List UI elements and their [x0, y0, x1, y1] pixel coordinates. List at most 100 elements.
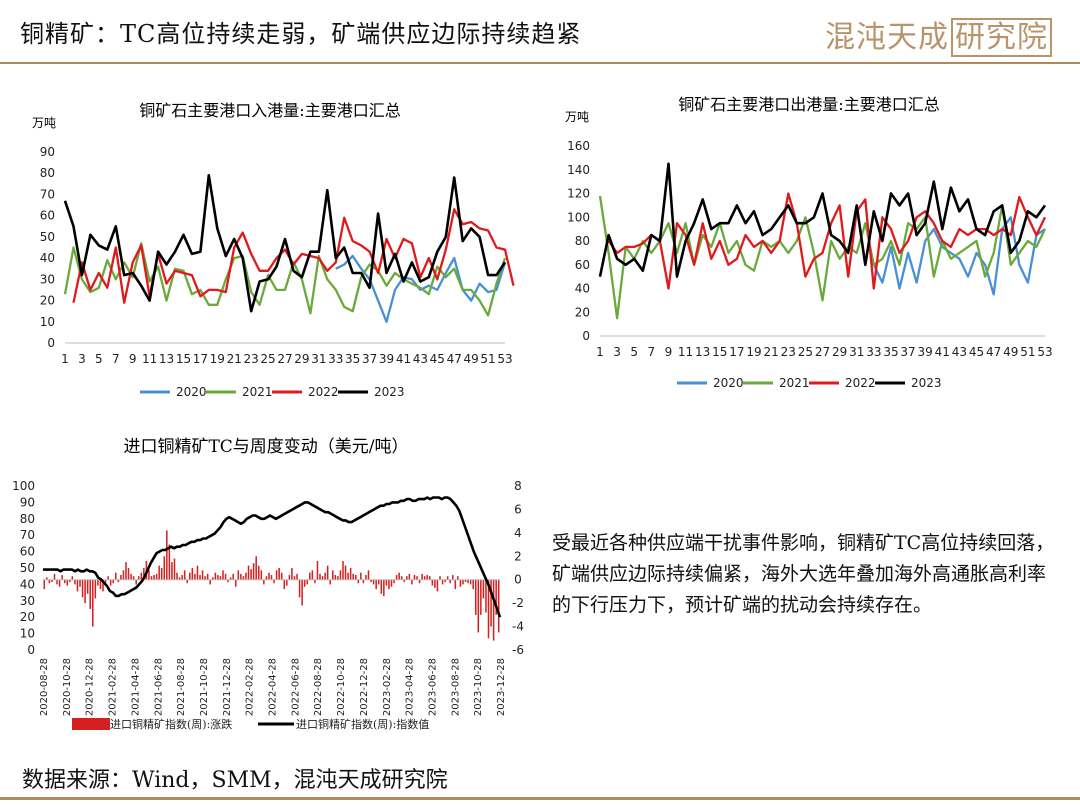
chart-title: 铜矿石主要港口出港量:主要港口汇总 — [678, 95, 939, 114]
y-right-tick-label: -4 — [512, 620, 524, 634]
tc-change-bar — [375, 579, 377, 590]
x-tick-label: 53 — [497, 352, 512, 366]
legend-label-2022: 2022 — [845, 376, 876, 390]
y-tick-label: 100 — [567, 210, 590, 224]
x-tick-label: 23 — [244, 352, 259, 366]
x-tick-label: 7 — [112, 352, 120, 366]
tc-change-bar — [293, 576, 296, 580]
tc-change-bar — [155, 573, 158, 580]
logo-box-text: 研究院 — [951, 18, 1052, 57]
x-tick-label: 2020-10-28 — [62, 658, 73, 716]
y-tick-label: 0 — [582, 329, 590, 343]
tc-change-bar — [362, 579, 365, 584]
tc-change-bar — [344, 565, 347, 580]
x-tick-label: 45 — [430, 352, 445, 366]
tc-change-bar — [158, 565, 160, 580]
x-tick-label: 41 — [935, 345, 950, 359]
tc-change-bar — [66, 579, 69, 586]
tc-change-bar — [474, 579, 477, 615]
tc-change-bar — [452, 575, 454, 580]
tc-change-bar — [46, 577, 48, 580]
tc-change-bar — [283, 579, 286, 590]
x-tick-label: 31 — [311, 352, 326, 366]
x-tick-label: 11 — [142, 352, 157, 366]
y-tick-label: 80 — [40, 166, 55, 180]
tc-change-bar — [347, 572, 349, 580]
tc-change-bar — [245, 572, 247, 580]
tc-change-bar — [309, 572, 311, 580]
tc-change-bar — [464, 579, 467, 583]
tc-change-bar — [301, 579, 303, 606]
x-tick-label: 25 — [260, 352, 275, 366]
tc-change-bar — [469, 579, 472, 585]
tc-change-bar — [127, 568, 130, 580]
tc-change-bar — [497, 579, 500, 633]
tc-change-bar — [58, 579, 61, 587]
y-tick-label: 60 — [575, 258, 590, 272]
tc-change-bar — [490, 579, 492, 627]
tc-change-bar — [403, 579, 406, 583]
tc-change-bar — [408, 573, 411, 580]
tc-change-bar — [130, 573, 132, 580]
x-tick-label: 17 — [193, 352, 208, 366]
x-tick-label: 47 — [447, 352, 462, 366]
header-divider — [0, 62, 1080, 64]
x-tick-label: 1 — [596, 345, 604, 359]
tc-change-bar — [76, 579, 79, 592]
tc-change-bar — [280, 572, 283, 580]
y-tick-label: 90 — [40, 145, 55, 159]
y-tick-label: 60 — [40, 209, 55, 223]
tc-change-bar — [388, 579, 390, 590]
tc-change-bar — [444, 579, 446, 583]
tc-change-bar — [107, 576, 109, 580]
y-right-tick-label: -2 — [512, 596, 524, 610]
y-left-tick-label: 30 — [20, 594, 35, 608]
x-tick-label: 33 — [866, 345, 881, 359]
x-tick-label: 47 — [986, 345, 1001, 359]
tc-change-bar — [421, 573, 423, 580]
tc-change-bar — [160, 568, 163, 580]
tc-change-bar — [480, 579, 482, 615]
x-tick-label: 39 — [918, 345, 933, 359]
tc-change-bar — [365, 575, 367, 580]
x-tick-label: 33 — [328, 352, 343, 366]
tc-change-bar — [495, 579, 497, 615]
chart-title: 铜矿石主要港口入港量:主要港口汇总 — [139, 101, 400, 120]
y-left-tick-label: 50 — [20, 561, 35, 575]
x-tick-label: 2022-10-28 — [336, 658, 347, 716]
tc-change-bar — [339, 570, 342, 580]
tc-change-bar — [171, 562, 173, 580]
x-tick-label: 23 — [781, 345, 796, 359]
tc-change-bar — [194, 573, 196, 580]
y-axis-unit: 万吨 — [32, 116, 56, 130]
x-tick-label: 2021-02-28 — [108, 658, 119, 716]
tc-change-bar — [377, 579, 380, 585]
tc-change-bar — [140, 572, 143, 580]
x-tick-label: 2021-08-28 — [176, 658, 187, 716]
x-tick-label: 9 — [129, 352, 137, 366]
commentary-text: 受最近各种供应端干扰事件影响，铜精矿TC高位持续回落，矿端供应边际持续偏紧，海外… — [552, 532, 1055, 616]
tc-change-bar — [168, 544, 171, 580]
tc-change-bar — [390, 579, 393, 587]
y-right-tick-label: -6 — [512, 643, 524, 657]
tc-change-bar — [459, 579, 462, 587]
tc-change-bar — [446, 576, 449, 580]
tc-change-bar — [214, 572, 217, 580]
tc-change-bar — [286, 579, 288, 586]
tc-change-bar — [240, 573, 242, 580]
tc-change-bar — [224, 573, 227, 580]
tc-change-bar — [431, 579, 434, 586]
x-tick-label: 25 — [798, 345, 813, 359]
tc-change-bar — [206, 573, 209, 580]
y-tick-label: 80 — [575, 234, 590, 248]
x-tick-label: 2021-04-28 — [130, 658, 141, 716]
tc-change-bar — [441, 579, 444, 585]
tc-change-bar — [288, 575, 291, 580]
tc-change-bar — [217, 575, 219, 580]
x-tick-label: 2023-12-28 — [496, 658, 507, 716]
x-tick-label: 9 — [665, 345, 673, 359]
tc-change-bar — [104, 579, 107, 585]
x-tick-label: 19 — [210, 352, 225, 366]
tc-change-bar — [477, 579, 480, 633]
